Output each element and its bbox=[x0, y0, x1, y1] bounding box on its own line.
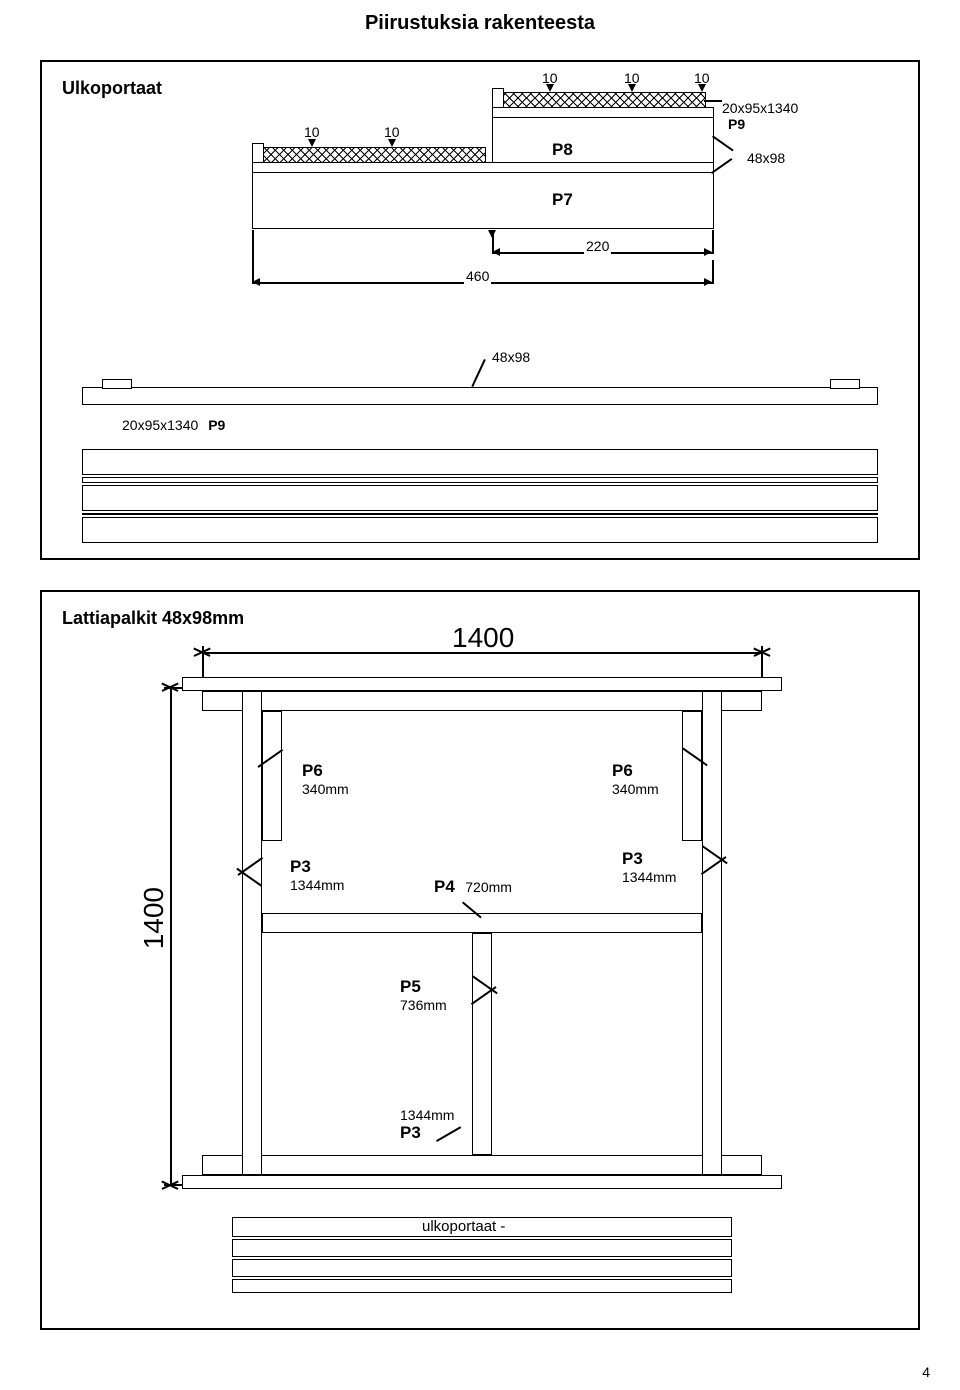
label-p3-tl: P3 bbox=[290, 857, 344, 877]
label-20x95x1340-plan: 20x95x1340 bbox=[122, 417, 198, 433]
label-p9-plan: P9 bbox=[208, 417, 225, 433]
page-number: 4 bbox=[922, 1364, 930, 1380]
plan-view: 48x98 20x95x1340 P9 bbox=[82, 377, 878, 547]
dim-p3-tr: 1344mm bbox=[622, 869, 676, 885]
label-48x98-top: 48x98 bbox=[747, 150, 785, 166]
dim-p6-r: 340mm bbox=[612, 781, 659, 797]
dim-220: 220 bbox=[584, 238, 611, 254]
panel-lattiapalkit: Lattiapalkit 48x98mm 1400 1400 bbox=[40, 590, 920, 1330]
label-ulkoportaat-footer: ulkoportaat - bbox=[422, 1218, 505, 1235]
dim-460: 460 bbox=[464, 268, 491, 284]
dim-1400-top: 1400 bbox=[202, 624, 762, 664]
dim-p6-l: 340mm bbox=[302, 781, 349, 797]
heading-ulkoportaat: Ulkoportaat bbox=[62, 78, 162, 99]
panel-ulkoportaat: Ulkoportaat 10 10 10 10 10 P8 bbox=[40, 60, 920, 560]
dim-10-l1: 10 bbox=[302, 124, 322, 140]
frame-drawing: P6 340mm P6 340mm P3 1344mm P3 1344mm bbox=[202, 677, 762, 1297]
label-p9-top: P9 bbox=[728, 116, 745, 132]
label-p3-tr: P3 bbox=[622, 849, 676, 869]
label-20x95x1340-top: 20x95x1340 bbox=[722, 100, 798, 116]
label-p7: P7 bbox=[552, 190, 573, 210]
label-48x98-plan: 48x98 bbox=[492, 349, 530, 365]
label-p4: P4 bbox=[434, 877, 455, 896]
dim-p4: 720mm bbox=[465, 879, 512, 895]
dim-p3-b: 1344mm bbox=[400, 1107, 454, 1123]
dim-1400-side: 1400 bbox=[142, 687, 182, 1185]
label-p3-b: P3 bbox=[400, 1123, 454, 1143]
label-p8: P8 bbox=[552, 140, 573, 160]
label-p5: P5 bbox=[400, 977, 447, 997]
page-title: Piirustuksia rakenteesta bbox=[0, 0, 960, 35]
dim-10-l2: 10 bbox=[382, 124, 402, 140]
dim-p3-tl: 1344mm bbox=[290, 877, 344, 893]
label-p6-r: P6 bbox=[612, 761, 659, 781]
side-elevation: 10 10 10 10 10 P8 P7 20x95x1340 P9 bbox=[252, 82, 712, 312]
dim-p5: 736mm bbox=[400, 997, 447, 1013]
label-p6-l: P6 bbox=[302, 761, 349, 781]
